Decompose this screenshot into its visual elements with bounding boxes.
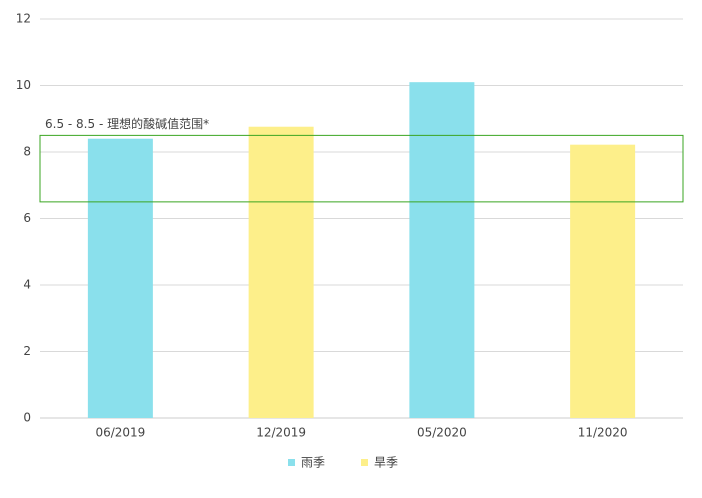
annotation-band <box>39 134 684 203</box>
y-tick-label: 0 <box>23 411 31 425</box>
annotation-label: 6.5 - 8.5 - 理想的酸碱值范围* <box>45 116 209 131</box>
y-tick-label: 12 <box>16 12 31 26</box>
y-tick-label: 10 <box>16 78 31 92</box>
x-tick-label: 06/2019 <box>95 426 145 440</box>
bar <box>248 126 314 418</box>
legend-marker <box>288 459 295 466</box>
y-tick-label: 4 <box>23 278 31 292</box>
bar <box>409 82 475 419</box>
x-tick-label: 05/2020 <box>417 426 467 440</box>
y-tick-label: 6 <box>23 211 31 225</box>
y-tick-label: 2 <box>23 344 31 358</box>
x-tick-label: 12/2019 <box>256 426 306 440</box>
legend-marker <box>361 459 368 466</box>
legend-label: 旱季 <box>374 456 398 470</box>
y-tick-label: 8 <box>23 145 31 159</box>
bar <box>87 138 153 418</box>
legend-label: 雨季 <box>301 456 325 470</box>
x-tick-label: 11/2020 <box>578 426 628 440</box>
bar <box>570 144 636 418</box>
